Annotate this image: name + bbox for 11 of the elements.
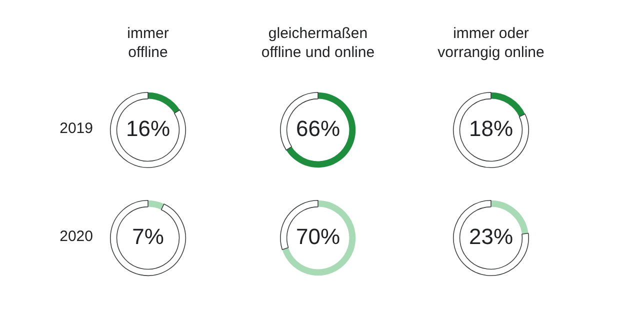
text: 2020 <box>60 228 93 245</box>
text: 2019 <box>60 120 93 137</box>
data-label: 23% <box>468 224 514 250</box>
data-label: 66% <box>296 116 340 142</box>
data-label: 70% <box>296 224 340 250</box>
data-label: 18% <box>468 116 514 142</box>
data-label: 16% <box>126 116 170 142</box>
chart-title: immer offline <box>126 24 170 63</box>
chart-title: gleichermaßen offline und online <box>260 24 376 63</box>
data-label: 7% <box>132 224 164 250</box>
chart-title: immer oder vorrangig online <box>436 24 546 63</box>
